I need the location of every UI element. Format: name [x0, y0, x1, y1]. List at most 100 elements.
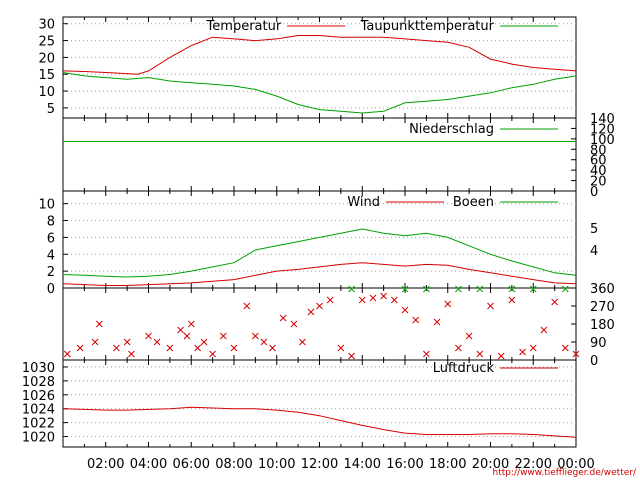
y-tick-label: 80 [590, 143, 607, 158]
x-tick-label: 04:00 [130, 457, 167, 472]
scatter-point [209, 350, 216, 358]
y-tick-label: 140 [590, 112, 615, 127]
scatter-point [187, 320, 195, 328]
y2-tick-label: 4 [590, 244, 598, 259]
series-line [62, 228, 577, 278]
scatter-point [401, 285, 409, 293]
y-tick-label: 0 [590, 185, 598, 200]
scatter-point [433, 318, 441, 326]
panel-frame [62, 190, 577, 289]
legend-label: Niederschlag [409, 122, 494, 137]
scatter-point [380, 292, 387, 300]
scatter-point [508, 285, 516, 293]
scatter-point [390, 296, 398, 304]
scatter-point [455, 344, 462, 352]
scatter-point [551, 298, 558, 306]
y-tick-label: 1024 [22, 403, 55, 418]
scatter-point [230, 344, 238, 352]
scatter-point [423, 350, 430, 358]
y-tick-label: 1028 [22, 375, 55, 390]
scatter-point [91, 338, 99, 346]
scatter-point [337, 344, 345, 352]
y-tick-label: 20 [590, 175, 607, 190]
scatter-point [269, 344, 276, 352]
y-tick-label: 1022 [22, 417, 55, 432]
series-line [62, 72, 577, 114]
series-line [62, 406, 577, 438]
scatter-point [177, 326, 184, 334]
y-tick-label: 6 [47, 231, 55, 246]
panel-frame [62, 287, 577, 361]
x-tick-label: 10:00 [258, 457, 295, 472]
scatter-point [412, 316, 420, 324]
x-tick-label: 20:00 [472, 457, 509, 472]
x-tick-label: 22:00 [515, 457, 552, 472]
scatter-point [113, 344, 120, 352]
scatter-point [194, 344, 202, 352]
scatter-point [369, 294, 377, 302]
scatter-point [465, 332, 473, 340]
scatter-point [260, 338, 268, 346]
y-tick-label: 90 [590, 336, 607, 351]
series-line [62, 262, 577, 286]
scatter-point [540, 326, 548, 334]
legend-label: Luftdruck [433, 361, 495, 376]
y-tick-label: 4 [47, 248, 55, 263]
scatter-point [299, 338, 306, 346]
scatter-point [316, 302, 323, 310]
scatter-point [476, 285, 484, 293]
y-tick-label: 60 [590, 154, 607, 169]
scatter-point [508, 296, 516, 304]
scatter-point [561, 285, 569, 293]
x-tick-label: 08:00 [215, 457, 252, 472]
y-tick-label: 0 [47, 282, 55, 297]
series-line [62, 35, 577, 75]
y-tick-label: 180 [590, 318, 615, 333]
y-tick-label: 20 [38, 51, 55, 66]
scatter-point [423, 285, 430, 293]
scatter-point [529, 344, 537, 352]
scatter-point [348, 285, 355, 293]
y-tick-label: 0 [590, 354, 598, 369]
y-tick-label: 120 [590, 122, 615, 137]
scatter-point [252, 332, 259, 340]
scatter-point [497, 352, 505, 360]
scatter-point [95, 320, 103, 328]
legend-label: Taupunkttemperatur [360, 19, 495, 34]
scatter-point [128, 350, 135, 358]
scatter-point [153, 338, 161, 346]
scatter-point [290, 320, 298, 328]
scatter-point [145, 332, 152, 340]
scatter-point [444, 300, 452, 308]
y-tick-label: 10 [38, 85, 55, 100]
panel-frame [62, 117, 577, 192]
legend-label: Temperatur [206, 19, 282, 34]
scatter-point [307, 308, 315, 316]
scatter-point [326, 296, 334, 304]
x-tick-label: 16:00 [386, 457, 423, 472]
y-tick-label: 5 [47, 102, 55, 117]
scatter-point [519, 348, 526, 356]
scatter-point [529, 285, 537, 293]
scatter-point [401, 306, 409, 314]
footer-url[interactable]: http://www.tiefflieger.de/wetter/ [492, 468, 637, 478]
y-tick-label: 2 [47, 265, 55, 280]
y-tick-label: 25 [38, 35, 55, 50]
y-tick-label: 40 [590, 164, 607, 179]
scatter-point [200, 338, 208, 346]
y-tick-label: 100 [590, 133, 615, 148]
x-tick-label: 14:00 [344, 457, 381, 472]
x-tick-label: 00:00 [557, 457, 594, 472]
y-tick-label: 1020 [22, 431, 55, 446]
scatter-point [183, 332, 191, 340]
x-tick-label: 12:00 [301, 457, 338, 472]
scatter-point [561, 344, 569, 352]
x-tick-label: 06:00 [173, 457, 210, 472]
y-tick-label: 1030 [22, 361, 55, 376]
scatter-point [279, 314, 287, 322]
legend-label: Wind [347, 195, 380, 210]
x-tick-label: 02:00 [87, 457, 124, 472]
y2-tick-label: 5 [590, 222, 598, 237]
